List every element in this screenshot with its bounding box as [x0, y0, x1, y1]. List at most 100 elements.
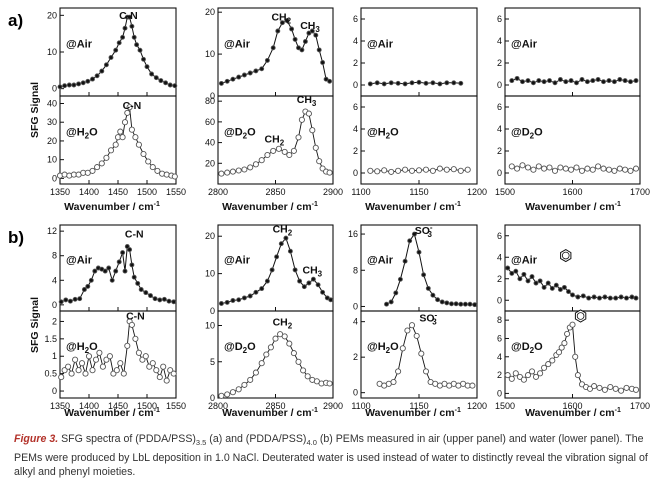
data-point: [120, 34, 126, 40]
x-tick-label: 1100: [351, 401, 370, 411]
data-point: [408, 167, 416, 174]
data-point: [632, 165, 640, 172]
y-tick-label: 40: [205, 138, 215, 148]
data-point: [393, 290, 399, 296]
data-point: [135, 280, 141, 286]
data-point: [132, 134, 139, 141]
data-point: [157, 297, 163, 303]
data-point: [541, 284, 547, 290]
data-point: [429, 167, 436, 174]
data-point: [600, 165, 607, 172]
x-tick-label: 1700: [630, 401, 650, 411]
data-point: [259, 66, 265, 72]
data-point: [451, 80, 457, 86]
data-point: [102, 268, 108, 274]
data-point: [106, 353, 113, 360]
data-point: [81, 287, 87, 292]
data-point: [269, 267, 275, 273]
y-tick-label: 4: [353, 36, 358, 46]
data-point: [286, 340, 293, 347]
data-point: [259, 286, 265, 292]
chart-b-water-Ph: 0 2 4 6 8 1500 1600 1700 @D2O: [495, 309, 650, 411]
environment-label: @D2O: [511, 341, 543, 355]
y-tick-label: 30: [47, 117, 57, 127]
data-point: [444, 300, 450, 306]
y-tick-label: 1.5: [44, 334, 57, 344]
peak-label: CH2: [273, 317, 293, 331]
x-tick-label: 1350: [50, 187, 70, 197]
y-tick-label: 0: [353, 301, 358, 311]
x-axis-title-a-col2: Wavenumber / cm-1: [222, 201, 318, 213]
environment-label: @H2O: [367, 341, 399, 355]
y-tick-label: 0: [353, 388, 358, 398]
data-point: [107, 147, 115, 154]
peak-label: C-N: [123, 100, 142, 112]
data-point: [127, 14, 133, 20]
peak-label: C-N: [125, 228, 144, 240]
data-point: [301, 284, 307, 290]
data-point: [566, 289, 571, 295]
xlabel-text: Wavenumber / cm: [525, 407, 614, 419]
x-tick-label: 2800: [208, 187, 228, 197]
chart-a-water-SO3: 0 2 4 6 1100 1150 1200 @H2O: [351, 95, 487, 197]
data-point: [286, 151, 293, 159]
data-point: [388, 299, 394, 305]
y-tick-label: 20: [47, 10, 57, 20]
data-point: [529, 274, 535, 280]
y-tick-label: 20: [205, 158, 215, 168]
y-tick-label: 2: [353, 352, 358, 362]
x-tick-label: 1500: [495, 401, 515, 411]
data-point: [218, 80, 224, 86]
data-point: [504, 372, 511, 379]
data-point: [153, 367, 160, 374]
data-point: [90, 76, 95, 82]
xlabel-sup: -1: [615, 201, 621, 208]
environment-label: @Air: [224, 39, 251, 51]
series-line: [507, 323, 637, 392]
environment-label: @Air: [367, 255, 394, 267]
y-tick-label: 2: [497, 58, 502, 68]
data-point: [505, 265, 511, 271]
data-point: [415, 167, 423, 174]
data-point: [320, 289, 326, 295]
data-point: [509, 270, 515, 276]
data-point: [57, 84, 63, 90]
data-point: [591, 294, 597, 300]
data-point: [149, 360, 156, 367]
data-point: [113, 367, 120, 374]
data-point: [235, 167, 242, 174]
data-point: [547, 78, 552, 84]
data-point: [117, 360, 124, 367]
data-point: [384, 301, 389, 307]
data-point: [374, 168, 381, 175]
series-line: [386, 232, 475, 306]
data-point: [138, 287, 144, 292]
data-point: [295, 134, 302, 141]
data-point: [628, 79, 633, 85]
data-point: [512, 370, 519, 377]
y-tick-label: 0: [353, 80, 358, 90]
data-point: [103, 154, 110, 161]
xlabel-text: Wavenumber / cm: [64, 201, 153, 213]
chart-b-air-CN: 0 4 8 12 @Air C-N: [47, 224, 177, 312]
data-point: [524, 372, 532, 379]
data-point: [558, 344, 565, 351]
data-point: [258, 360, 265, 367]
data-point: [247, 70, 253, 76]
data-point: [458, 80, 464, 86]
data-point: [258, 157, 265, 164]
data-point: [467, 301, 473, 307]
svg-text:Wavenumber / cm-1: Wavenumber / cm-1: [64, 407, 160, 419]
peak-label: SO-3: [419, 311, 437, 327]
data-point: [263, 351, 270, 358]
data-point: [367, 81, 373, 87]
data-point: [163, 80, 169, 86]
data-point: [517, 276, 523, 282]
data-point: [143, 290, 149, 296]
data-point: [423, 80, 429, 86]
data-point: [252, 161, 259, 168]
data-point: [323, 76, 329, 82]
data-point: [388, 168, 395, 175]
data-point: [299, 47, 305, 53]
data-point: [374, 80, 380, 86]
